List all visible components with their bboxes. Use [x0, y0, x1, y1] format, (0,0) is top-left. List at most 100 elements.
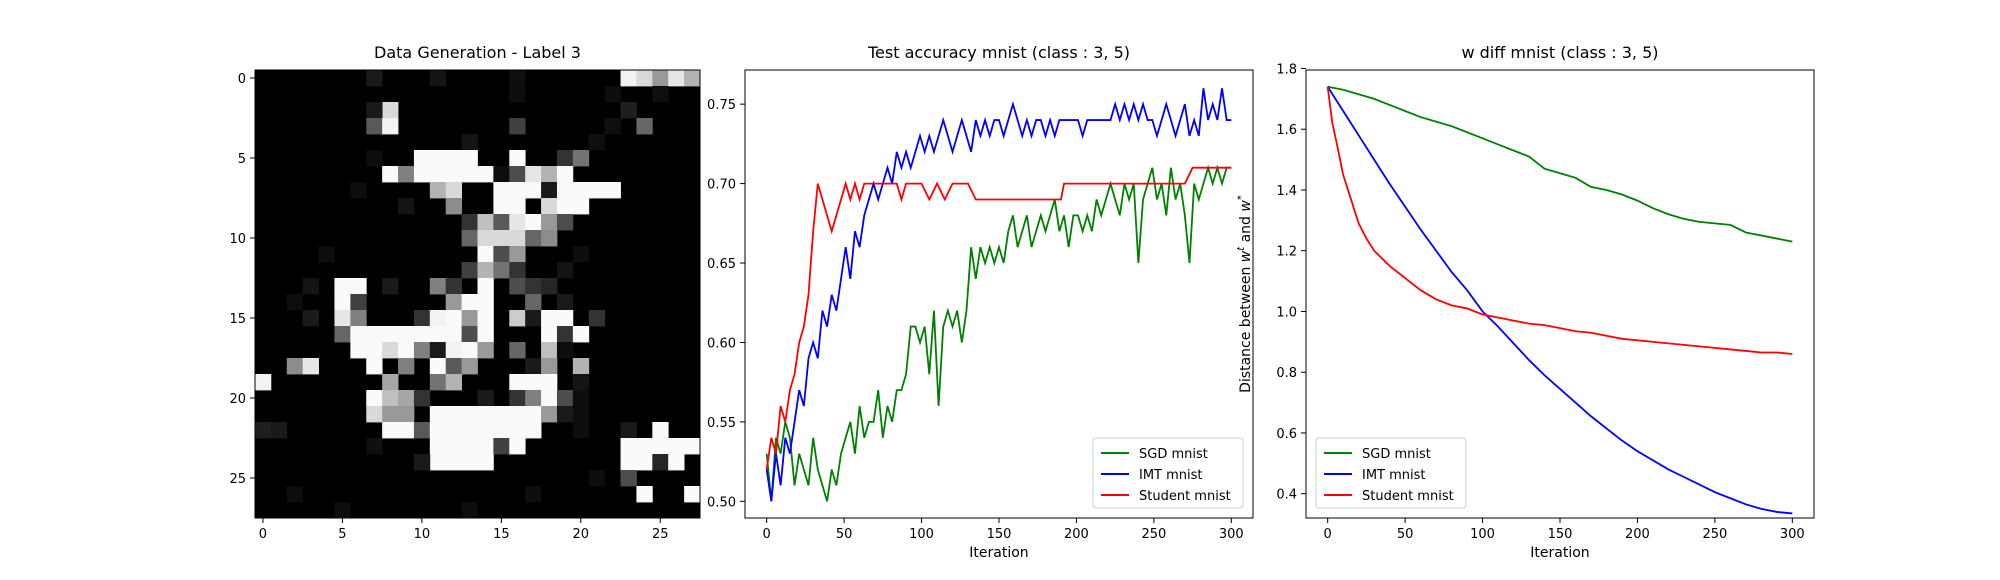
heatmap-cell [429, 150, 447, 167]
heatmap-cell [461, 134, 478, 151]
heatmap-cell [604, 86, 621, 103]
heatmap-cell [366, 102, 383, 119]
heatmap-cell [255, 374, 272, 391]
heatmap-cell [572, 246, 590, 263]
heatmap-cell [509, 374, 526, 391]
heatmap-cell [350, 326, 367, 343]
heatmap-cell [509, 278, 526, 295]
heatmap-cell [270, 422, 288, 439]
heatmap-cell [382, 118, 399, 135]
heatmap-cell [541, 230, 558, 247]
heatmap-cell [334, 278, 351, 295]
heatmap-cell [366, 358, 383, 375]
heatmap-cell [525, 214, 542, 231]
heatmap-cell [366, 390, 383, 407]
series-line-sgd-mnist [765, 164, 1232, 502]
legend-entry: Student mnist [1139, 489, 1231, 504]
heatmap-cell [541, 390, 558, 407]
heatmap-cell [493, 262, 510, 279]
heatmap-cell [286, 358, 304, 375]
heatmap-cell [541, 342, 558, 359]
heatmap-cell [572, 406, 590, 423]
heatmap-cell [493, 438, 510, 455]
heatmap-cell [493, 422, 510, 439]
heatmap-cell [509, 70, 526, 87]
y-axis-label: Accuracy [677, 262, 693, 326]
heatmap-cell [398, 342, 415, 359]
heatmap-cell [461, 454, 478, 471]
heatmap-cell [509, 342, 526, 359]
legend: SGD mnist IMT mnist Student mnist [1315, 437, 1467, 509]
heatmap-cell [556, 166, 574, 183]
heatmap-cell [477, 438, 494, 455]
heatmap-cell [350, 342, 367, 359]
heatmap-cell [509, 118, 526, 135]
heatmap-cell [684, 70, 701, 87]
heatmap-cell [366, 118, 383, 135]
series-line-student-mnist [765, 166, 1232, 470]
heatmap-cell [620, 438, 637, 455]
heatmap-cell [429, 454, 447, 471]
heatmap-cell [477, 454, 494, 471]
heatmap-cell [477, 214, 494, 231]
y-tick-label: 1.8 [1276, 62, 1297, 77]
x-tick-label: 0 [1324, 527, 1332, 542]
y-tick-label: 15 [229, 312, 246, 327]
heatmap-cell [572, 374, 590, 391]
heatmap-cell [477, 166, 494, 183]
x-axis-label: Iteration [969, 545, 1028, 561]
heatmap-cell [255, 422, 272, 439]
x-tick-label: 10 [414, 527, 431, 542]
heatmap-cell [429, 326, 447, 343]
heatmap-cell [509, 230, 526, 247]
heatmap-cell [556, 182, 574, 199]
series-line-imt-mnist [765, 88, 1232, 502]
heatmap-cell [620, 454, 637, 471]
heatmap-cell [556, 198, 574, 215]
heatmap-cell [445, 422, 462, 439]
heatmap-cell [398, 390, 415, 407]
heatmap-cell [541, 326, 558, 343]
heatmap-cell [461, 294, 478, 311]
heatmap-cell [302, 358, 319, 375]
heatmap-cell [509, 310, 526, 327]
heatmap-cell [334, 326, 351, 343]
series-line-imt-mnist [1326, 86, 1793, 515]
heatmap-cell [334, 294, 351, 311]
x-tick-label: 50 [836, 527, 853, 542]
y-tick-label: 1.0 [1276, 305, 1297, 320]
heatmap-cell [604, 182, 621, 199]
heatmap-cell [556, 150, 574, 167]
heatmap-cell [668, 70, 685, 87]
heatmap-cell [525, 422, 542, 439]
heatmap-cell [445, 374, 462, 391]
heatmap-cell [413, 454, 431, 471]
heatmap-cell [398, 166, 415, 183]
line-chart-panel-1: 0 50 100 150 200 250 300 0.50 0.55 0.60 0.65 0.70 0.… [677, 43, 1254, 561]
legend-entry: IMT mnist [1362, 468, 1426, 483]
heatmap-cell [445, 406, 462, 423]
heatmap-cell [445, 454, 462, 471]
heatmap-cell [429, 278, 447, 295]
heatmap-cell [636, 118, 653, 135]
heatmap-cell [445, 342, 462, 359]
heatmap-cell [509, 214, 526, 231]
heatmap-cell [445, 438, 462, 455]
heatmap-cell [525, 278, 542, 295]
heatmap-cell [382, 422, 399, 439]
y-tick-label: 0.55 [707, 416, 736, 431]
heatmap-cell [461, 326, 478, 343]
x-tick-label: 250 [1702, 527, 1727, 542]
heatmap-cell [445, 198, 462, 215]
x-tick-label: 150 [987, 527, 1012, 542]
heatmap-cell [620, 470, 637, 487]
heatmap-cell [445, 166, 462, 183]
heatmap-cell [572, 326, 590, 343]
heatmap-cell [477, 262, 494, 279]
x-tick-label: 100 [909, 527, 934, 542]
heatmap-cell [668, 454, 685, 471]
x-tick-label: 200 [1064, 527, 1089, 542]
heatmap-cell [413, 150, 431, 167]
x-tick-label: 200 [1625, 527, 1650, 542]
heatmap-cell [445, 150, 462, 167]
